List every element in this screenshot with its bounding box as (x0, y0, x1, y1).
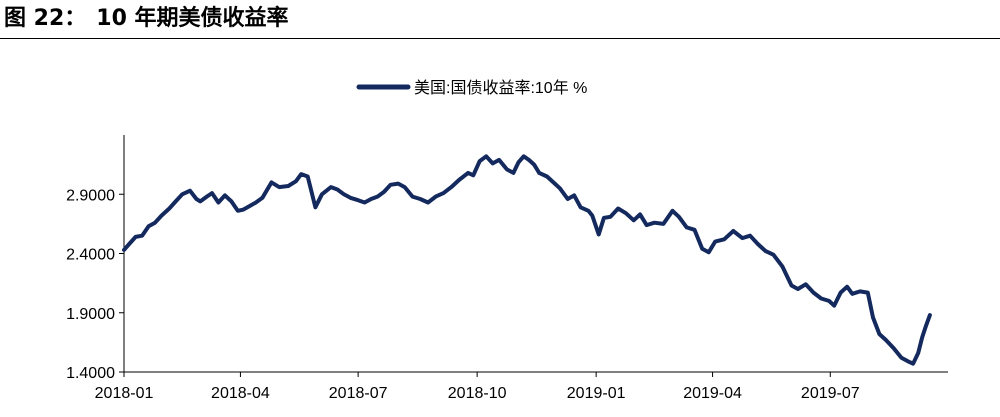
title-divider (0, 38, 1000, 39)
legend: 美国:国债收益率:10年 % (356, 79, 587, 97)
figure-number: 图 22： (4, 6, 87, 31)
x-tick-label: 2019-07 (801, 385, 860, 402)
y-tick-label: 2.9000 (66, 187, 115, 204)
x-tick-label: 2018-10 (448, 385, 507, 402)
y-tick-label: 1.9000 (66, 306, 115, 323)
y-tick-label: 2.4000 (66, 247, 115, 264)
y-tick-label: 1.4000 (66, 365, 115, 382)
figure-title: 图 22： 10 年期美债收益率 (4, 2, 289, 36)
ticks: 1.4000 1.9000 2.4000 2.9000 2018-01 2018-04 20… (66, 187, 860, 402)
x-tick-label: 2019-04 (683, 385, 742, 402)
x-tick-label: 2018-07 (329, 385, 388, 402)
x-tick-label: 2018-01 (95, 385, 154, 402)
figure-caption: 10 年期美债收益率 (96, 6, 289, 31)
x-tick-label: 2019-01 (567, 385, 626, 402)
legend-label: 美国:国债收益率:10年 % (414, 79, 587, 97)
x-tick-label: 2018-04 (211, 385, 270, 402)
series-line-us-10y-yield (122, 154, 932, 366)
